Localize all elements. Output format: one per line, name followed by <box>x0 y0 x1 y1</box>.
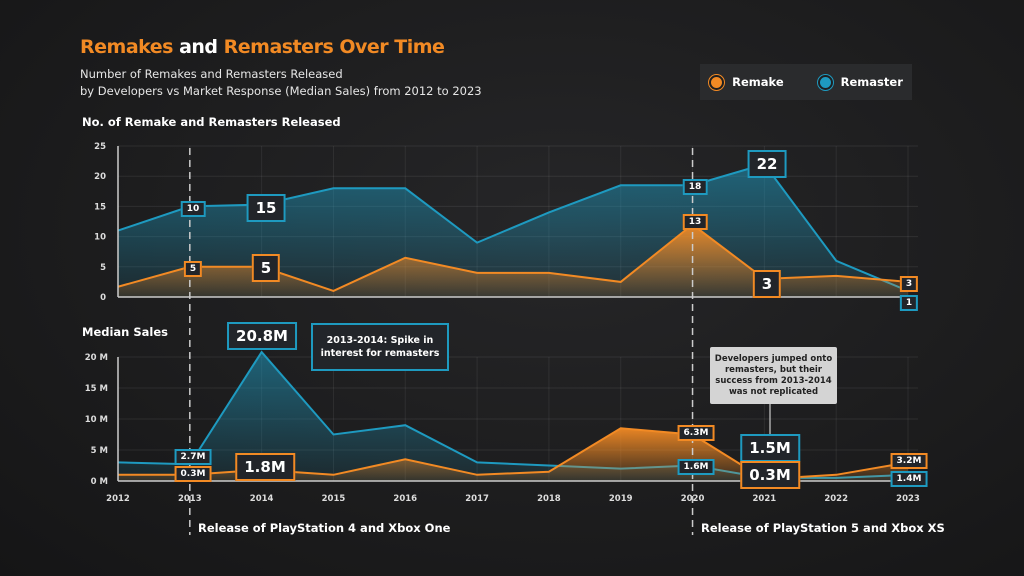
label-remaster-2020: 18 <box>682 179 708 195</box>
x-tick-label: 2012 <box>106 494 130 504</box>
x-tick-label: 2014 <box>250 494 274 504</box>
sales-label-remake-2021: 0.3M <box>740 461 800 489</box>
label-remaster-2023: 1 <box>899 295 919 311</box>
label-remaster-2013: 10 <box>180 201 206 217</box>
legend-remake-label: Remake <box>732 75 784 89</box>
legend: Remake Remaster <box>700 64 912 100</box>
sales-label-remaster-2023: 1.4M <box>890 471 928 487</box>
x-tick-label: 2015 <box>322 494 346 504</box>
subtitle-line1: Number of Remakes and Remasters Released <box>80 67 343 81</box>
y-tick-label: 25 <box>94 142 106 152</box>
label-remake-2020: 13 <box>682 214 708 230</box>
y-tick-label: 15 <box>94 202 106 212</box>
x-tick-label: 2018 <box>537 494 561 504</box>
y-tick-label: 10 <box>94 233 106 243</box>
y-tick-label: 20 M <box>85 353 108 363</box>
top-chart-title: No. of Remake and Remasters Released <box>82 115 341 129</box>
x-tick-label: 2019 <box>609 494 633 504</box>
y-tick-label: 0 M <box>91 477 108 487</box>
y-tick-label: 5 M <box>91 446 108 456</box>
remake-dot-icon <box>709 74 725 90</box>
annotation-jumped: Developers jumped onto remasters, but th… <box>710 347 837 404</box>
x-tick-label: 2016 <box>393 494 417 504</box>
sales-label-remaster-2013: 2.7M <box>174 449 212 465</box>
y-tick-label: 20 <box>94 172 106 182</box>
title-remasters: Remasters Over Time <box>223 36 445 58</box>
x-tick-label: 2023 <box>896 494 920 504</box>
x-tick-label: 2017 <box>465 494 489 504</box>
label-remaster-2021: 22 <box>747 150 787 178</box>
y-tick-label: 5 <box>100 263 106 273</box>
label-remake-2014: 5 <box>251 254 281 282</box>
subtitle: Number of Remakes and Remasters Released… <box>80 66 482 100</box>
x-tick-label: 2022 <box>824 494 848 504</box>
sales-label-remake-2014: 1.8M <box>235 453 295 481</box>
remaster-area <box>118 352 908 481</box>
sales-label-remake-2013: 0.3M <box>174 466 212 482</box>
y-tick-label: 0 <box>100 293 106 303</box>
subtitle-line2: by Developers vs Market Response (Median… <box>80 84 482 98</box>
legend-remaster: Remaster <box>817 74 903 90</box>
sales-label-remake-2020: 6.3M <box>677 425 715 441</box>
y-tick-label: 15 M <box>85 384 108 394</box>
page-title: Remakes and Remasters Over Time <box>80 36 445 58</box>
annotation-spike: 2013-2014: Spike in interest for remaste… <box>311 323 449 371</box>
y-tick-label: 10 M <box>85 415 108 425</box>
event-ps4: Release of PlayStation 4 and Xbox One <box>198 521 451 535</box>
label-remake-2021: 3 <box>752 270 782 298</box>
title-and: and <box>172 36 224 58</box>
title-remakes: Remakes <box>80 36 173 58</box>
legend-remake: Remake <box>709 74 784 90</box>
x-tick-label: 2021 <box>753 494 777 504</box>
label-remake-2023: 3 <box>899 276 919 292</box>
sales-label-remaster-2021: 1.5M <box>740 434 800 462</box>
sales-label-remake-2023: 3.2M <box>890 453 928 469</box>
remaster-dot-icon <box>817 74 833 90</box>
sales-label-remaster-2020: 1.6M <box>677 459 715 475</box>
bottom-chart-title: Median Sales <box>82 325 168 339</box>
remake-area <box>118 224 908 297</box>
legend-remaster-label: Remaster <box>840 75 903 89</box>
event-ps5: Release of PlayStation 5 and Xbox XS <box>701 521 945 535</box>
label-remake-2013: 5 <box>183 261 203 277</box>
sales-label-remaster-2014: 20.8M <box>227 322 297 350</box>
label-remaster-2014: 15 <box>246 194 286 222</box>
